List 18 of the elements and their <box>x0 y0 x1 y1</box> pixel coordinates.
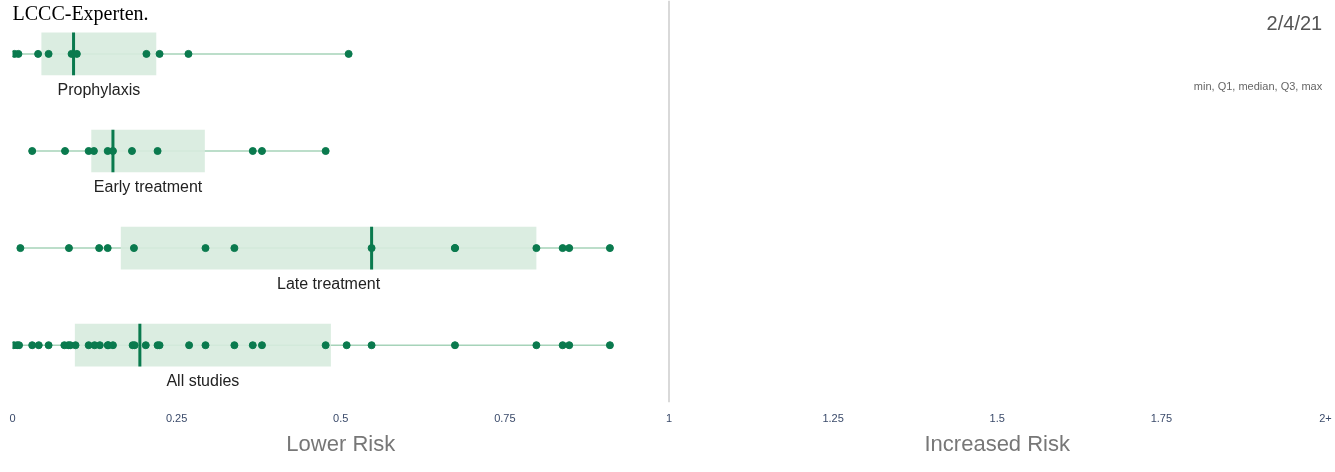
text: Increased Risk <box>924 430 1071 456</box>
x-tick-label: 1.25 <box>822 411 844 424</box>
x-tick-label: 1 <box>665 411 673 424</box>
y-tick-label: Late treatment <box>277 275 381 293</box>
annotation: 2/4/21 <box>1266 12 1323 35</box>
x-tick-label: 1.75 <box>1150 411 1173 424</box>
x-tick-label: 0.75 <box>494 411 516 424</box>
x-tick-label: 2+ <box>1319 411 1332 424</box>
y-tick-label: Prophylaxis <box>57 81 141 99</box>
text: Lower Risk <box>286 430 397 456</box>
y-tick-label: Early treatment <box>93 178 203 196</box>
x-tick-label: 0 <box>9 411 16 424</box>
x-tick-label: 1.5 <box>989 411 1005 424</box>
x-tick-label: 0.25 <box>165 411 188 424</box>
x-tick-label: 0.5 <box>333 411 349 424</box>
annotation: LCCC-Experten. <box>12 2 149 26</box>
y-tick-label: All studies <box>166 372 240 390</box>
annotation: min, Q1, median, Q3, max <box>1193 79 1323 92</box>
